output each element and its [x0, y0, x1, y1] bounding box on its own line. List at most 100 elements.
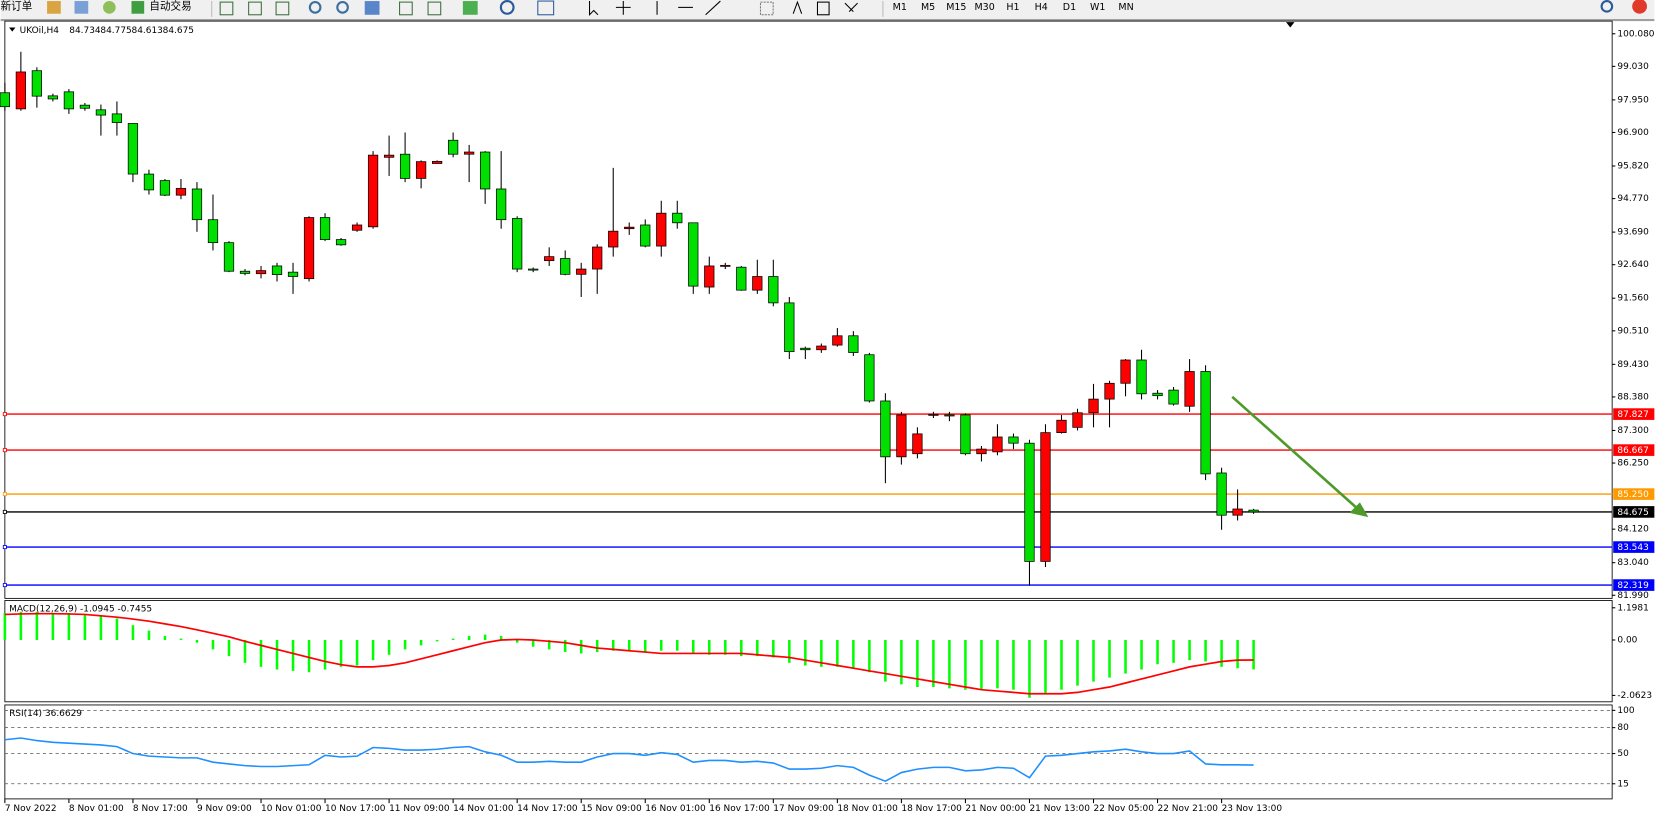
- x-tick-label: 18 Nov 17:00: [901, 804, 962, 814]
- level-label: 85.250: [1617, 490, 1649, 500]
- trendline-icon[interactable]: [705, 0, 721, 16]
- icon[interactable]: [364, 1, 380, 15]
- macd-bar: [611, 639, 615, 651]
- macd-bar: [692, 639, 695, 654]
- macd-bar: [804, 639, 807, 666]
- arrows-icon[interactable]: [844, 2, 858, 12]
- macd-bar: [1220, 639, 1223, 667]
- candle-body: [768, 276, 779, 304]
- candle-body: [816, 345, 827, 351]
- candle-body: [688, 222, 699, 287]
- candle-body: [592, 246, 603, 270]
- search-icon[interactable]: [1600, 0, 1614, 13]
- templates-icon[interactable]: [537, 0, 555, 16]
- label-icon[interactable]: [816, 1, 830, 16]
- y-tick-label: 81.990: [1617, 591, 1649, 601]
- notification-icon[interactable]: [1632, 0, 1647, 14]
- y-tick-label: 93.690: [1617, 228, 1649, 238]
- icon[interactable]: [275, 1, 290, 16]
- auto-trading-icon[interactable]: [131, 1, 145, 14]
- macd-bar: [836, 639, 839, 667]
- y-tick-label: 94.770: [1617, 194, 1649, 204]
- icon[interactable]: [248, 1, 262, 16]
- candle-body: [448, 139, 459, 155]
- macd-bar: [595, 639, 599, 653]
- x-tick-label: 10 Nov 01:00: [261, 804, 322, 814]
- y-tick-label: 100.080: [1617, 29, 1654, 39]
- icon[interactable]: [427, 1, 442, 16]
- y-tick-label: 89.430: [1617, 360, 1649, 370]
- macd-bar: [1252, 639, 1255, 670]
- candle-body: [1040, 432, 1051, 562]
- candle-body: [207, 219, 219, 244]
- macd-bar: [339, 639, 343, 667]
- header-value: 84.675: [163, 26, 194, 36]
- level-handle: [2, 583, 7, 588]
- candle-body: [399, 153, 411, 179]
- x-tick-label: 22 Nov 05:00: [1094, 804, 1155, 814]
- y-tick-label: 92.640: [1617, 260, 1649, 270]
- timeframe-button[interactable]: M1: [893, 2, 907, 13]
- timeframe-button[interactable]: MN: [1118, 2, 1133, 13]
- x-tick-label: 21 Nov 13:00: [1029, 804, 1090, 814]
- timeframe-button[interactable]: H1: [1006, 2, 1019, 13]
- x-tick-label: 18 Nov 01:00: [837, 804, 898, 814]
- x-tick-label: 11 Nov 09:00: [389, 804, 450, 814]
- zoom-in[interactable]: [308, 1, 322, 14]
- candle-body: [127, 123, 139, 175]
- timeframe-button[interactable]: M30: [975, 2, 995, 13]
- macd-bar: [179, 638, 183, 640]
- auto-trading-button[interactable]: 自动交易: [149, 0, 191, 12]
- timeframe-button[interactable]: D1: [1063, 2, 1076, 13]
- timeframe-button[interactable]: M15: [946, 2, 966, 13]
- icon[interactable]: [47, 1, 61, 14]
- candle-body: [544, 256, 555, 262]
- candle-body: [1104, 382, 1115, 400]
- candle-body: [704, 265, 715, 288]
- indicator-header: RSI(14) 36.6629: [9, 709, 82, 719]
- macd-bar: [1172, 639, 1175, 663]
- macd-bar: [1188, 639, 1191, 661]
- text-icon[interactable]: [792, 0, 803, 14]
- macd-bar: [643, 639, 647, 653]
- cursor-icon[interactable]: [588, 1, 599, 17]
- icon[interactable]: [103, 1, 116, 14]
- macd-bar: [403, 639, 407, 650]
- level-handle: [2, 545, 7, 550]
- candle-body: [1088, 398, 1099, 414]
- macd-bar: [1012, 639, 1015, 690]
- candle-body: [239, 270, 251, 274]
- candle-body: [303, 217, 315, 280]
- periods-icon[interactable]: [499, 0, 515, 15]
- crosshair-icon[interactable]: [615, 1, 631, 15]
- indicators-icon[interactable]: [462, 1, 478, 15]
- candle-body: [1248, 509, 1259, 513]
- x-tick-label: 14 Nov 01:00: [453, 804, 514, 814]
- timeframe-button[interactable]: M5: [921, 2, 935, 13]
- macd-bar: [1076, 639, 1079, 686]
- macd-bar: [35, 611, 39, 640]
- level-label-bg: [1613, 579, 1655, 591]
- new-order-button[interactable]: 新订单: [1, 0, 33, 12]
- level-label: 86.667: [1617, 446, 1648, 456]
- timeframe-button[interactable]: W1: [1090, 2, 1105, 13]
- icon[interactable]: [399, 1, 413, 16]
- candle-body: [1232, 508, 1243, 516]
- candle-body: [528, 268, 539, 271]
- candle-body: [992, 436, 1003, 453]
- candle-body: [848, 335, 859, 353]
- macd-bar: [371, 639, 375, 661]
- icon[interactable]: [74, 1, 89, 14]
- icon[interactable]: [219, 1, 234, 16]
- macd-bar: [1044, 639, 1047, 694]
- candle-body: [944, 414, 955, 417]
- y-tick-label: 100: [1617, 706, 1634, 716]
- candle-body: [271, 265, 283, 276]
- zoom-out[interactable]: [336, 1, 349, 14]
- macd-bar: [483, 634, 487, 640]
- macd-bar: [1156, 639, 1159, 665]
- macd-bar: [820, 639, 823, 667]
- candle-body: [928, 413, 939, 416]
- macd-bar: [1028, 639, 1031, 698]
- timeframe-button[interactable]: H4: [1035, 2, 1048, 13]
